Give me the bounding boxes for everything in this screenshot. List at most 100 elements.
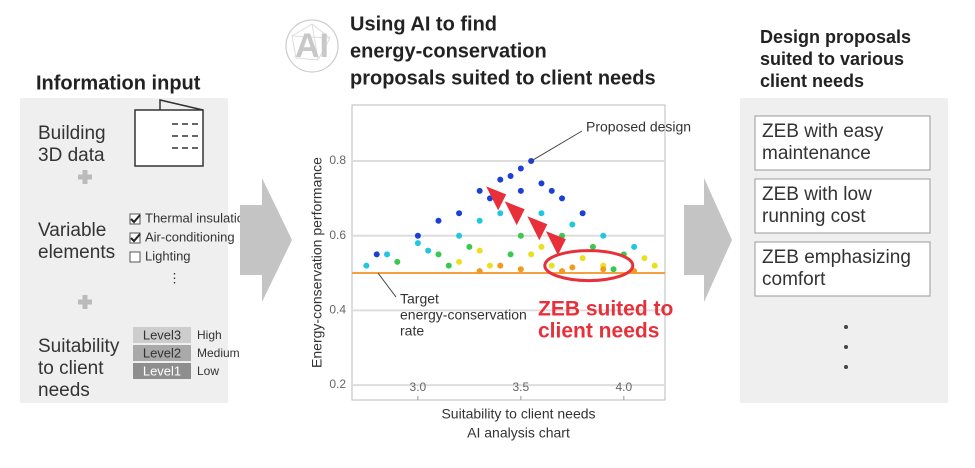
variable-label: Variable <box>38 220 106 241</box>
data-point <box>456 232 463 239</box>
checkbox-list: Thermal insulation Air-conditioning Lighti… <box>129 210 251 263</box>
plus-icon <box>78 170 92 184</box>
proposal-box: ZEB with low running cost <box>754 178 931 234</box>
annotation: rate <box>400 323 424 339</box>
logo-text: AI <box>295 27 329 65</box>
data-point <box>363 262 370 269</box>
data-point <box>579 255 586 262</box>
variable-label: elements <box>38 242 115 263</box>
suitability-label: Suitability <box>38 336 120 357</box>
data-point <box>507 251 514 258</box>
level-label: Level1 <box>143 363 181 378</box>
data-point <box>548 262 555 269</box>
data-point <box>373 251 380 258</box>
data-point <box>486 262 493 269</box>
data-point <box>569 221 576 228</box>
check-mark <box>130 233 141 243</box>
data-point <box>579 210 586 217</box>
data-point <box>414 232 421 239</box>
building-label: 3D data <box>38 145 105 166</box>
level-desc: Medium <box>197 346 240 360</box>
check-mark <box>130 214 141 224</box>
input-title: Information input <box>36 72 201 94</box>
checkbox <box>129 251 141 263</box>
heading: proposals suited to client needs <box>350 67 656 89</box>
data-point <box>600 266 607 273</box>
plus-icon <box>78 295 92 309</box>
data-point <box>600 232 607 239</box>
data-point <box>651 262 658 269</box>
level-box <box>133 345 191 361</box>
data-point <box>538 210 545 217</box>
level-desc: High <box>197 328 222 342</box>
data-point <box>425 247 432 254</box>
data-point <box>538 180 545 187</box>
data-point <box>507 172 514 179</box>
building-label: Building <box>38 123 106 144</box>
proposal-box: ZEB emphasizing comfort <box>754 241 931 297</box>
data-point <box>528 251 535 258</box>
annotation: Target <box>400 291 439 307</box>
suitability-label: to client <box>38 358 104 379</box>
highlight-ellipse <box>543 249 635 283</box>
ai-logo: AI <box>285 19 339 73</box>
annotation: Proposed design <box>586 119 691 135</box>
proposal-text: ZEB with low <box>762 184 872 205</box>
proposal-text: ZEB with easy <box>762 121 884 142</box>
data-point <box>456 258 463 265</box>
more-dots <box>844 325 848 369</box>
annotation-pointer <box>377 272 397 298</box>
right-title: Design proposals <box>760 27 911 47</box>
data-point <box>466 243 473 250</box>
right-title: client needs <box>760 71 864 91</box>
heading: energy-conservation <box>350 40 547 62</box>
data-point <box>538 243 545 250</box>
heading: Using AI to find <box>350 13 497 35</box>
data-point <box>589 243 596 250</box>
trend-arrow <box>486 186 507 211</box>
annotation-pointer <box>530 130 583 162</box>
data-point <box>517 165 524 172</box>
data-point <box>559 195 566 202</box>
checkbox-label: Air-conditioning <box>145 229 235 244</box>
level-box <box>133 327 191 343</box>
data-point <box>517 232 524 239</box>
x-tick-label: 3.0 <box>410 380 427 394</box>
building-icon <box>134 99 204 167</box>
data-point <box>456 210 463 217</box>
proposal-text: ZEB emphasizing <box>762 247 911 268</box>
data-point <box>610 266 617 273</box>
data-point <box>559 268 566 275</box>
level-box <box>133 363 191 379</box>
data-point <box>641 255 648 262</box>
zeb-annotation: client needs <box>538 320 659 343</box>
suitability-label: needs <box>38 380 90 401</box>
flow-arrow <box>240 178 292 302</box>
level-label: Level2 <box>143 345 181 360</box>
data-point <box>517 187 524 194</box>
data-point <box>384 251 391 258</box>
proposal-text: comfort <box>762 269 826 290</box>
data-point <box>394 258 401 265</box>
checkbox-label: Thermal insulation <box>145 210 251 225</box>
data-point <box>476 247 483 254</box>
trend-arrow <box>545 231 566 256</box>
proposal-text: maintenance <box>762 143 871 164</box>
zeb-annotation: ZEB suited to <box>538 298 673 321</box>
data-point <box>569 264 576 271</box>
y-tick-label: 0.6 <box>329 228 346 242</box>
x-axis-label: Suitability to client needs <box>441 406 595 422</box>
x-tick-label: 4.0 <box>615 380 632 394</box>
data-point <box>517 266 524 273</box>
chart-caption: AI analysis chart <box>467 425 570 441</box>
y-tick-label: 0.2 <box>329 377 346 391</box>
right-title: suited to various <box>760 49 904 69</box>
y-tick-label: 0.4 <box>329 303 346 317</box>
checkbox <box>129 232 141 244</box>
data-point <box>631 243 638 250</box>
data-point <box>497 176 504 183</box>
flow-arrow <box>684 178 732 302</box>
trend-arrow <box>527 216 548 241</box>
level-desc: Low <box>197 364 219 378</box>
